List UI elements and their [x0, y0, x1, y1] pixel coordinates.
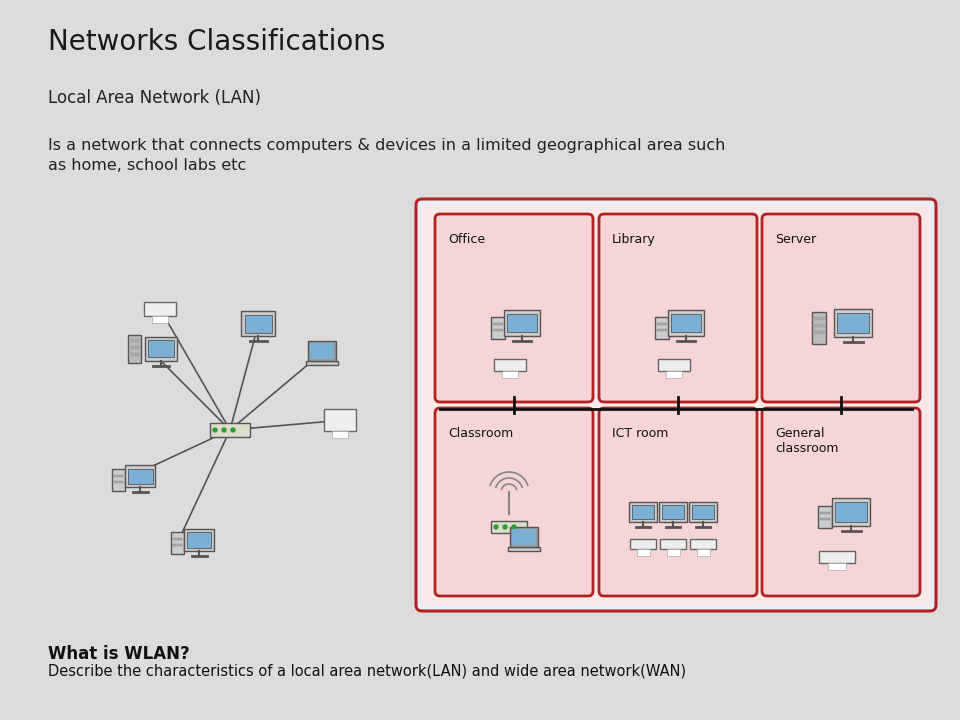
FancyBboxPatch shape: [493, 328, 503, 331]
FancyBboxPatch shape: [210, 423, 250, 437]
Text: Is a network that connects computers & devices in a limited geographical area su: Is a network that connects computers & d…: [48, 138, 726, 153]
FancyBboxPatch shape: [435, 214, 593, 402]
FancyBboxPatch shape: [111, 469, 125, 492]
FancyBboxPatch shape: [660, 539, 686, 549]
FancyBboxPatch shape: [818, 506, 832, 528]
FancyBboxPatch shape: [331, 431, 348, 438]
FancyBboxPatch shape: [819, 551, 855, 563]
FancyBboxPatch shape: [144, 302, 176, 316]
FancyBboxPatch shape: [435, 408, 593, 596]
FancyBboxPatch shape: [658, 359, 690, 371]
FancyBboxPatch shape: [184, 529, 214, 552]
FancyBboxPatch shape: [813, 330, 825, 334]
Text: Library: Library: [612, 233, 656, 246]
FancyBboxPatch shape: [834, 309, 872, 337]
FancyBboxPatch shape: [762, 214, 920, 402]
FancyBboxPatch shape: [148, 340, 174, 357]
FancyBboxPatch shape: [130, 353, 140, 356]
FancyBboxPatch shape: [128, 469, 153, 485]
FancyBboxPatch shape: [510, 527, 538, 547]
FancyBboxPatch shape: [502, 371, 518, 378]
FancyBboxPatch shape: [493, 323, 503, 325]
Text: General
classroom: General classroom: [775, 427, 838, 455]
FancyBboxPatch shape: [187, 532, 211, 548]
FancyBboxPatch shape: [324, 410, 355, 431]
FancyBboxPatch shape: [145, 337, 177, 361]
FancyBboxPatch shape: [632, 505, 655, 519]
FancyBboxPatch shape: [130, 339, 140, 342]
Circle shape: [213, 428, 217, 432]
FancyBboxPatch shape: [657, 328, 667, 331]
FancyBboxPatch shape: [661, 505, 684, 519]
FancyBboxPatch shape: [310, 343, 334, 359]
FancyBboxPatch shape: [512, 529, 536, 545]
FancyBboxPatch shape: [671, 314, 701, 333]
FancyBboxPatch shape: [599, 214, 757, 402]
FancyBboxPatch shape: [697, 549, 709, 556]
FancyBboxPatch shape: [491, 317, 505, 339]
FancyBboxPatch shape: [813, 324, 825, 327]
FancyBboxPatch shape: [630, 539, 656, 549]
FancyBboxPatch shape: [242, 311, 276, 336]
FancyBboxPatch shape: [504, 310, 540, 336]
FancyBboxPatch shape: [666, 549, 680, 556]
FancyBboxPatch shape: [762, 408, 920, 596]
FancyBboxPatch shape: [113, 475, 123, 477]
Text: Local Area Network (LAN): Local Area Network (LAN): [48, 89, 261, 107]
FancyBboxPatch shape: [130, 346, 140, 349]
FancyBboxPatch shape: [820, 511, 829, 514]
FancyBboxPatch shape: [173, 544, 181, 546]
FancyBboxPatch shape: [152, 316, 168, 323]
FancyBboxPatch shape: [113, 481, 123, 484]
FancyBboxPatch shape: [494, 359, 526, 371]
Circle shape: [222, 428, 226, 432]
FancyBboxPatch shape: [308, 341, 336, 361]
FancyBboxPatch shape: [668, 310, 704, 336]
Circle shape: [503, 525, 507, 529]
FancyBboxPatch shape: [837, 313, 869, 333]
Text: Office: Office: [448, 233, 485, 246]
Circle shape: [512, 525, 516, 529]
FancyBboxPatch shape: [629, 502, 657, 522]
Text: Describe the characteristics of a local area network(LAN) and wide area network(: Describe the characteristics of a local …: [48, 664, 686, 679]
FancyBboxPatch shape: [691, 505, 714, 519]
FancyBboxPatch shape: [659, 502, 687, 522]
Circle shape: [231, 428, 235, 432]
Text: Classroom: Classroom: [448, 427, 514, 440]
FancyBboxPatch shape: [171, 532, 183, 554]
FancyBboxPatch shape: [832, 498, 870, 526]
FancyBboxPatch shape: [689, 502, 717, 522]
FancyBboxPatch shape: [828, 563, 846, 570]
Text: What is WLAN?: What is WLAN?: [48, 645, 190, 663]
FancyBboxPatch shape: [812, 312, 826, 344]
Text: ICT room: ICT room: [612, 427, 668, 440]
FancyBboxPatch shape: [507, 314, 537, 333]
FancyBboxPatch shape: [173, 538, 181, 540]
FancyBboxPatch shape: [491, 521, 527, 533]
FancyBboxPatch shape: [655, 317, 669, 339]
FancyBboxPatch shape: [690, 539, 716, 549]
Text: Networks Classifications: Networks Classifications: [48, 28, 385, 56]
FancyBboxPatch shape: [835, 502, 867, 522]
FancyBboxPatch shape: [306, 361, 338, 365]
FancyBboxPatch shape: [422, 205, 930, 605]
Text: Server: Server: [775, 233, 816, 246]
Circle shape: [494, 525, 498, 529]
FancyBboxPatch shape: [813, 317, 825, 320]
FancyBboxPatch shape: [666, 371, 682, 378]
FancyBboxPatch shape: [820, 518, 829, 520]
FancyBboxPatch shape: [245, 315, 273, 333]
FancyBboxPatch shape: [508, 547, 540, 551]
FancyBboxPatch shape: [416, 199, 936, 611]
FancyBboxPatch shape: [599, 408, 757, 596]
Text: as home, school labs etc: as home, school labs etc: [48, 158, 247, 173]
FancyBboxPatch shape: [129, 335, 141, 363]
FancyBboxPatch shape: [636, 549, 650, 556]
FancyBboxPatch shape: [126, 466, 156, 487]
FancyBboxPatch shape: [657, 323, 667, 325]
